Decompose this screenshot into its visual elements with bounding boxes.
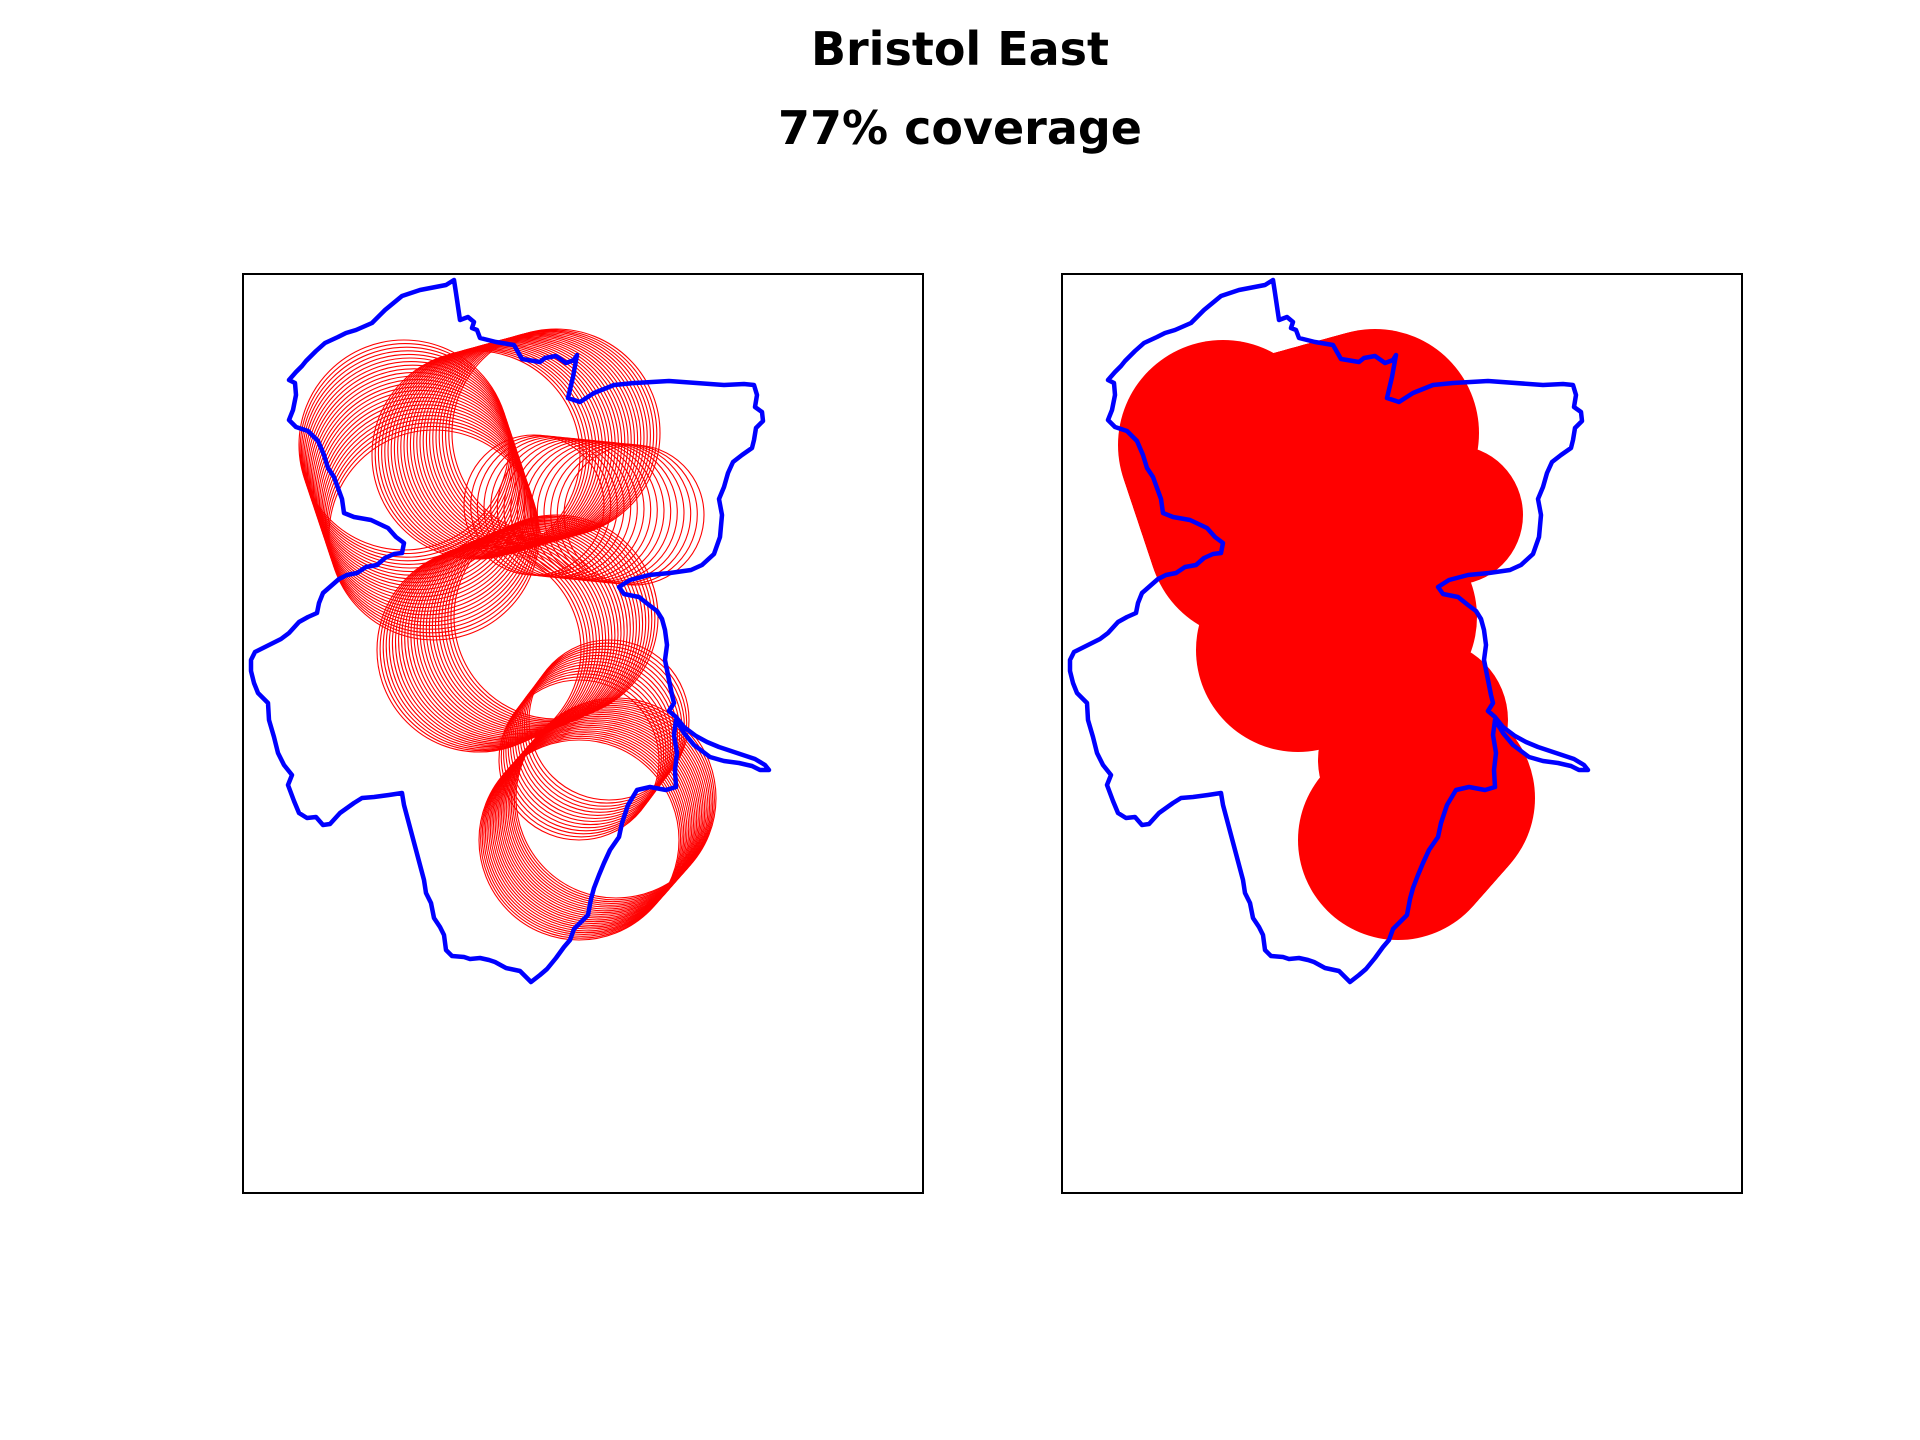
coverage-circle xyxy=(444,518,650,724)
coverage-circle xyxy=(428,525,634,731)
coverage-circle xyxy=(491,724,693,926)
map-panel-outline-circles xyxy=(242,273,924,1194)
coverage-circle xyxy=(300,346,512,558)
coverage-circle xyxy=(371,350,581,560)
coverage-circle xyxy=(394,539,601,745)
coverage-circle xyxy=(488,728,690,930)
coverage-circle xyxy=(497,717,699,919)
coverage-circle xyxy=(509,704,711,906)
coverage-circle-outlines xyxy=(298,328,717,941)
coverage-circle xyxy=(512,660,674,823)
coverage-circle xyxy=(416,530,622,736)
coverage-circle xyxy=(303,353,515,565)
coverage-circle xyxy=(478,739,680,941)
coverage-circle xyxy=(500,676,662,838)
coverage-circle xyxy=(481,735,683,937)
coverage-circle xyxy=(505,708,707,910)
coverage-circle xyxy=(516,654,679,816)
coverage-circle xyxy=(316,393,528,605)
coverage-circle xyxy=(496,719,698,921)
coverage-circle xyxy=(425,335,635,545)
coverage-circle xyxy=(429,334,639,544)
map-panel-filled-coverage xyxy=(1061,273,1743,1194)
coverage-filled-area xyxy=(1118,329,1535,940)
coverage-circle xyxy=(509,664,672,826)
coverage-circle xyxy=(519,651,681,813)
coverage-circle xyxy=(489,726,691,928)
coverage-circle xyxy=(401,536,607,742)
coverage-circle xyxy=(413,531,619,737)
coverage-circle xyxy=(445,330,655,540)
coverage-circle xyxy=(304,357,516,569)
coverage-circle xyxy=(451,328,661,538)
coverage-circle xyxy=(528,639,690,801)
figure-title: Bristol East xyxy=(810,22,1110,76)
coverage-circle xyxy=(318,400,530,612)
coverage-circle xyxy=(512,701,714,903)
coverage-circle xyxy=(438,521,644,727)
coverage-circle xyxy=(441,519,647,725)
coverage-circle xyxy=(385,543,591,749)
coverage-circle xyxy=(486,730,688,932)
coverage-circle xyxy=(425,526,631,732)
coverage-circle xyxy=(312,382,524,594)
map-canvas-left xyxy=(248,277,772,985)
coverage-subtitle: 77% coverage xyxy=(777,101,1143,155)
coverage-circle xyxy=(502,712,704,914)
coverage-circle xyxy=(492,723,695,925)
coverage-circle xyxy=(422,527,628,733)
coverage-circle xyxy=(499,715,701,917)
constituency-boundary xyxy=(248,277,772,985)
map-canvas-right xyxy=(1067,277,1591,985)
coverage-circle xyxy=(507,667,669,829)
coverage-circle xyxy=(326,422,538,634)
coverage-circle xyxy=(480,737,682,939)
coverage-circle xyxy=(310,375,522,587)
coverage-circle xyxy=(505,670,667,832)
coverage-circle xyxy=(503,673,665,835)
coverage-circle xyxy=(447,517,653,723)
coverage-circle xyxy=(435,332,645,542)
coverage-circle xyxy=(305,361,517,573)
coverage-circle xyxy=(448,329,658,539)
coverage-circle xyxy=(322,411,534,623)
coverage-circle xyxy=(500,713,703,915)
coverage-circle xyxy=(416,338,626,548)
coverage-circle xyxy=(515,697,717,899)
coverage-disc xyxy=(1348,640,1508,800)
constituency-boundary xyxy=(1067,277,1591,985)
coverage-circle xyxy=(494,721,696,923)
coverage-circle xyxy=(302,350,514,562)
coverage-circle xyxy=(504,710,706,912)
coverage-circle xyxy=(382,544,588,750)
coverage-circle xyxy=(498,679,660,841)
coverage-circle xyxy=(431,523,637,729)
coverage-circle xyxy=(299,343,511,555)
coverage-circle xyxy=(526,642,688,804)
coverage-circle xyxy=(407,534,613,740)
coverage-circle xyxy=(483,733,685,936)
coverage-circle xyxy=(507,706,709,908)
coverage-circle xyxy=(434,522,641,728)
coverage-circle xyxy=(510,702,712,905)
coverage-circle xyxy=(484,732,686,934)
coverage-circle xyxy=(432,333,642,543)
